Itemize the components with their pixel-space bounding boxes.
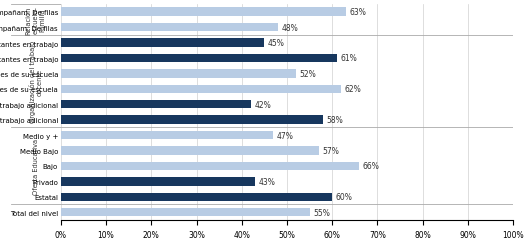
Text: 58%: 58% <box>327 116 343 125</box>
Bar <box>61 116 323 124</box>
Text: 62%: 62% <box>345 85 362 94</box>
Text: 47%: 47% <box>277 131 294 140</box>
Text: 43%: 43% <box>259 177 276 186</box>
Bar <box>61 24 278 32</box>
Bar <box>61 39 264 48</box>
Bar <box>61 85 341 94</box>
Bar <box>61 100 251 109</box>
Bar <box>61 193 332 201</box>
Text: 66%: 66% <box>363 162 380 171</box>
Text: 52%: 52% <box>299 70 316 78</box>
Text: 48%: 48% <box>281 24 298 32</box>
Text: Oferta Educativa: Oferta Educativa <box>33 138 39 194</box>
Text: Organización del trabajo
docente: Organización del trabajo docente <box>29 41 43 123</box>
Text: 45%: 45% <box>268 39 285 48</box>
Bar <box>61 8 346 17</box>
Bar <box>61 147 318 155</box>
Bar <box>61 70 296 78</box>
Bar <box>61 208 309 216</box>
Bar <box>61 162 359 170</box>
Text: 61%: 61% <box>340 54 357 63</box>
Bar <box>61 54 337 63</box>
Text: 42%: 42% <box>254 100 271 109</box>
Text: 57%: 57% <box>322 146 339 155</box>
Bar <box>61 131 273 140</box>
Text: Relación
escuela-
Familia: Relación escuela- Familia <box>26 6 45 34</box>
Text: 63%: 63% <box>349 8 366 17</box>
Text: 60%: 60% <box>336 192 353 202</box>
Text: 55%: 55% <box>313 208 330 217</box>
Bar <box>61 178 256 186</box>
